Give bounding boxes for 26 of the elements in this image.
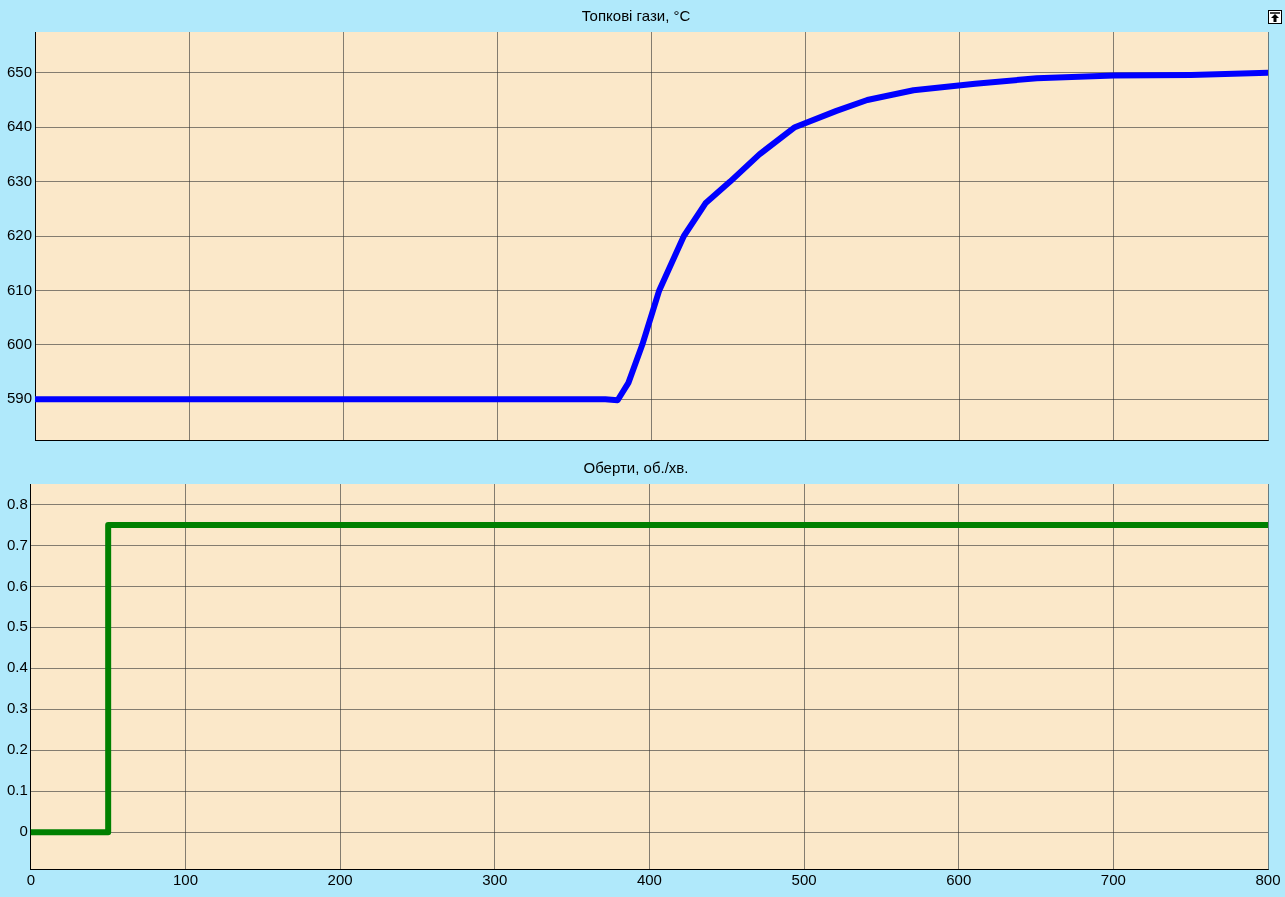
chart-title: Оберти, об./хв.	[583, 459, 689, 477]
y-tick-label: 0.6	[6, 576, 28, 594]
x-tick-label: 100	[172, 871, 199, 889]
y-tick-label: 600	[7, 334, 33, 352]
y-tick-label: 630	[7, 171, 33, 189]
y-tick-label: 610	[7, 280, 33, 298]
x-tick-label: 300	[482, 871, 508, 889]
y-tick-label: 0	[19, 822, 28, 840]
y-tick-label: 0.5	[6, 617, 28, 635]
x-tick-label: 700	[1100, 871, 1126, 889]
y-tick-label: 0.3	[6, 699, 28, 717]
y-tick-label: 0.2	[6, 740, 28, 758]
x-tick-label: 500	[791, 871, 817, 889]
y-tick-label: 0.4	[6, 658, 28, 676]
x-tick-label: 200	[327, 871, 353, 889]
y-tick-label: 0.1	[6, 781, 28, 799]
y-tick-label: 0.7	[6, 535, 28, 553]
y-tick-label: 620	[7, 226, 33, 244]
x-tick-label: 400	[636, 871, 662, 889]
x-tick-label: 600	[946, 871, 972, 889]
y-tick-label: 650	[7, 62, 33, 80]
chart-title: Топкові гази, °C	[581, 7, 691, 25]
y-tick-label: 0.8	[6, 494, 28, 512]
y-tick-label: 640	[7, 117, 33, 135]
x-tick-label: 800	[1255, 871, 1281, 889]
y-tick-label: 590	[7, 389, 33, 407]
